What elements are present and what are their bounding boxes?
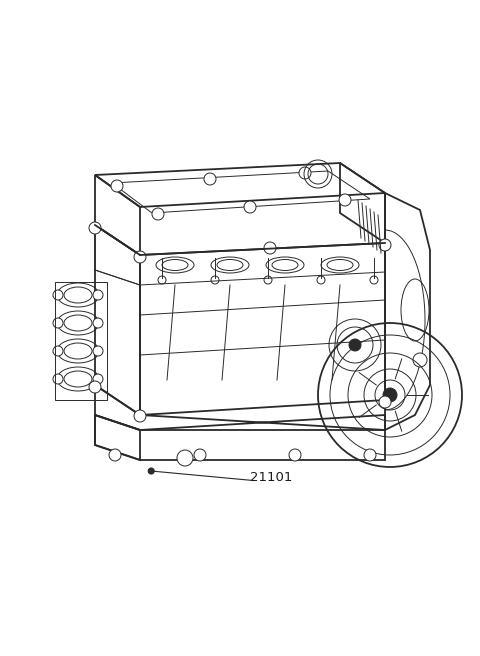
Circle shape bbox=[93, 374, 103, 384]
Circle shape bbox=[53, 374, 63, 384]
Circle shape bbox=[349, 339, 361, 351]
Circle shape bbox=[244, 201, 256, 213]
Circle shape bbox=[264, 276, 272, 284]
Circle shape bbox=[177, 450, 193, 466]
Circle shape bbox=[317, 276, 325, 284]
Circle shape bbox=[93, 318, 103, 328]
Circle shape bbox=[53, 346, 63, 356]
Circle shape bbox=[364, 449, 376, 461]
Circle shape bbox=[158, 276, 166, 284]
Circle shape bbox=[370, 276, 378, 284]
Circle shape bbox=[134, 410, 146, 422]
Circle shape bbox=[264, 242, 276, 254]
Circle shape bbox=[89, 381, 101, 393]
Circle shape bbox=[339, 194, 351, 206]
Circle shape bbox=[413, 353, 427, 367]
Circle shape bbox=[53, 318, 63, 328]
Circle shape bbox=[134, 251, 146, 263]
Circle shape bbox=[89, 222, 101, 234]
Circle shape bbox=[93, 346, 103, 356]
Circle shape bbox=[379, 239, 391, 251]
Circle shape bbox=[379, 396, 391, 408]
Circle shape bbox=[194, 449, 206, 461]
Circle shape bbox=[148, 468, 154, 474]
Circle shape bbox=[93, 290, 103, 300]
Circle shape bbox=[383, 388, 397, 402]
Circle shape bbox=[289, 449, 301, 461]
Circle shape bbox=[53, 290, 63, 300]
Circle shape bbox=[211, 276, 219, 284]
Circle shape bbox=[204, 173, 216, 185]
Circle shape bbox=[109, 449, 121, 461]
Circle shape bbox=[152, 208, 164, 220]
Circle shape bbox=[299, 167, 311, 179]
Circle shape bbox=[111, 180, 123, 192]
Text: 21101: 21101 bbox=[250, 471, 292, 484]
